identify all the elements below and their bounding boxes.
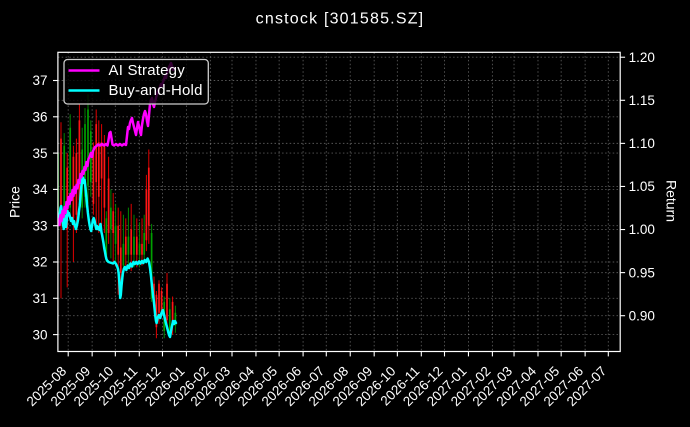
svg-text:Return: Return — [664, 180, 680, 222]
svg-text:0.90: 0.90 — [629, 308, 655, 323]
svg-text:Price: Price — [6, 186, 22, 218]
svg-text:1.10: 1.10 — [629, 136, 655, 151]
svg-text:35: 35 — [32, 146, 47, 161]
svg-text:30: 30 — [32, 327, 47, 342]
svg-text:32: 32 — [32, 255, 47, 270]
svg-text:AI Strategy: AI Strategy — [109, 62, 186, 79]
svg-text:37: 37 — [32, 73, 47, 88]
svg-text:1.15: 1.15 — [629, 93, 655, 108]
svg-text:cnstock [301585.SZ]: cnstock [301585.SZ] — [256, 11, 425, 28]
svg-text:1.05: 1.05 — [629, 179, 655, 194]
svg-text:Buy-and-Hold: Buy-and-Hold — [109, 82, 203, 99]
svg-text:31: 31 — [32, 291, 47, 306]
svg-text:34: 34 — [32, 182, 48, 197]
svg-text:1.20: 1.20 — [629, 50, 655, 65]
svg-text:1.00: 1.00 — [629, 222, 655, 237]
svg-text:0.95: 0.95 — [629, 265, 655, 280]
svg-text:33: 33 — [32, 218, 47, 233]
svg-text:36: 36 — [32, 110, 47, 125]
